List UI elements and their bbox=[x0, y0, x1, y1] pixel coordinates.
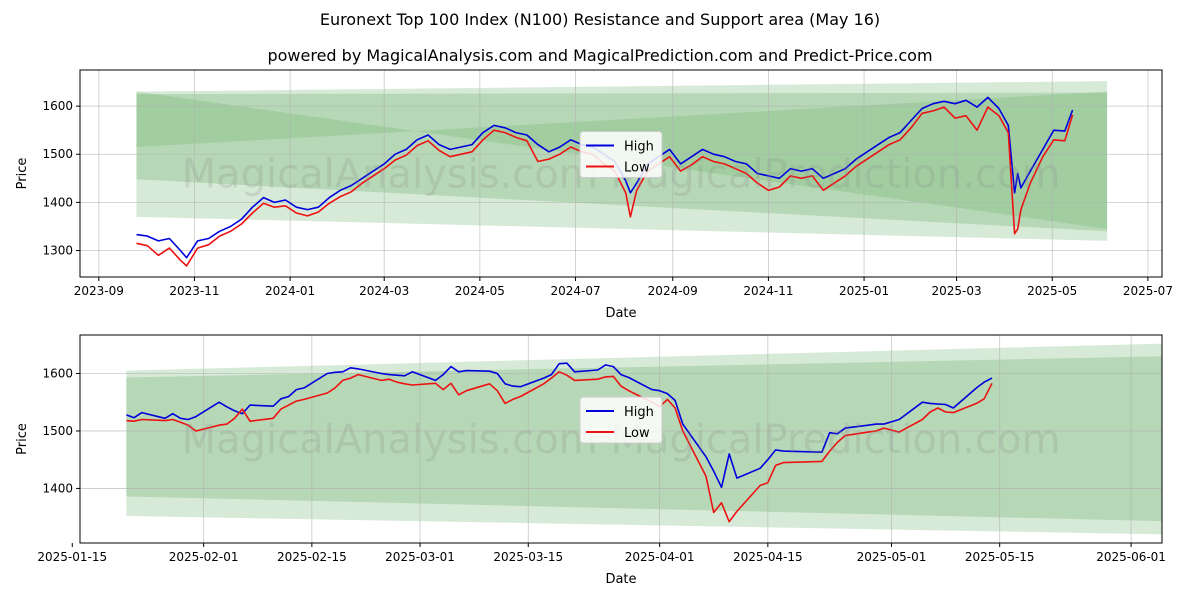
series-line-low bbox=[136, 106, 1074, 267]
x-tick-label: 2025-04-01 bbox=[625, 550, 695, 564]
legend-label-low: Low bbox=[624, 426, 650, 441]
x-tick-label: 2025-07 bbox=[1123, 284, 1173, 298]
x-tick-label: 2025-05 bbox=[1027, 284, 1077, 298]
x-tick-label: 2024-01 bbox=[265, 284, 315, 298]
legend-label-high: High bbox=[624, 405, 654, 420]
x-tick-label: 2025-02-01 bbox=[169, 550, 239, 564]
plot-frame bbox=[79, 69, 1163, 278]
x-axis-label: Date bbox=[605, 306, 636, 321]
chart-title: Euronext Top 100 Index (N100) Resistance… bbox=[319, 10, 881, 29]
x-tick-label: 2024-03 bbox=[359, 284, 409, 298]
x-tick-label: 2025-01 bbox=[839, 284, 889, 298]
x-tick-label: 2025-03 bbox=[932, 284, 982, 298]
y-axis-label: Price bbox=[15, 423, 30, 455]
x-tick-label: 2023-09 bbox=[74, 284, 124, 298]
legend-box bbox=[579, 396, 663, 444]
y-axis-label: Price bbox=[15, 158, 30, 190]
chart-subtitle: powered by MagicalAnalysis.com and Magic… bbox=[267, 46, 933, 65]
y-tick-label: 1500 bbox=[42, 147, 73, 161]
y-tick-label: 1500 bbox=[42, 424, 73, 438]
x-tick-label: 2025-02-15 bbox=[277, 550, 347, 564]
x-tick-label: 2025-04-15 bbox=[733, 550, 803, 564]
y-tick-label: 1400 bbox=[42, 195, 73, 209]
y-tick-label: 1400 bbox=[42, 481, 73, 495]
y-tick-label: 1300 bbox=[42, 244, 73, 258]
series-line-low bbox=[126, 370, 993, 523]
legend-label-high: High bbox=[624, 140, 654, 155]
x-tick-label: 2025-03-01 bbox=[385, 550, 455, 564]
plot-frame bbox=[79, 334, 1163, 544]
series-line-high bbox=[126, 362, 993, 489]
x-tick-label: 2024-05 bbox=[455, 284, 505, 298]
plot-panel-2: MagicalAnalysis.com MagicalPrediction.co… bbox=[71, 334, 1163, 547]
x-tick-label: 2024-07 bbox=[550, 284, 600, 298]
x-tick-label: 2024-11 bbox=[743, 284, 793, 298]
x-tick-label: 2024-09 bbox=[648, 284, 698, 298]
legend-box bbox=[579, 131, 663, 178]
x-tick-label: 2025-05-01 bbox=[857, 550, 927, 564]
legend-label-low: Low bbox=[624, 161, 650, 176]
legend: High Low bbox=[579, 131, 663, 178]
legend: High Low bbox=[579, 396, 663, 444]
y-tick-label: 1600 bbox=[42, 366, 73, 380]
x-tick-label: 2023-11 bbox=[169, 284, 219, 298]
x-tick-label: 2025-03-15 bbox=[493, 550, 563, 564]
plot-panel-1: MagicalAnalysis.com MagicalPrediction.co… bbox=[76, 69, 1163, 281]
x-axis-label: Date bbox=[605, 572, 636, 587]
x-tick-label: 2025-01-15 bbox=[37, 550, 107, 564]
x-tick-label: 2025-06-01 bbox=[1096, 550, 1166, 564]
y-tick-label: 1600 bbox=[42, 99, 73, 113]
x-tick-label: 2025-05-15 bbox=[965, 550, 1035, 564]
